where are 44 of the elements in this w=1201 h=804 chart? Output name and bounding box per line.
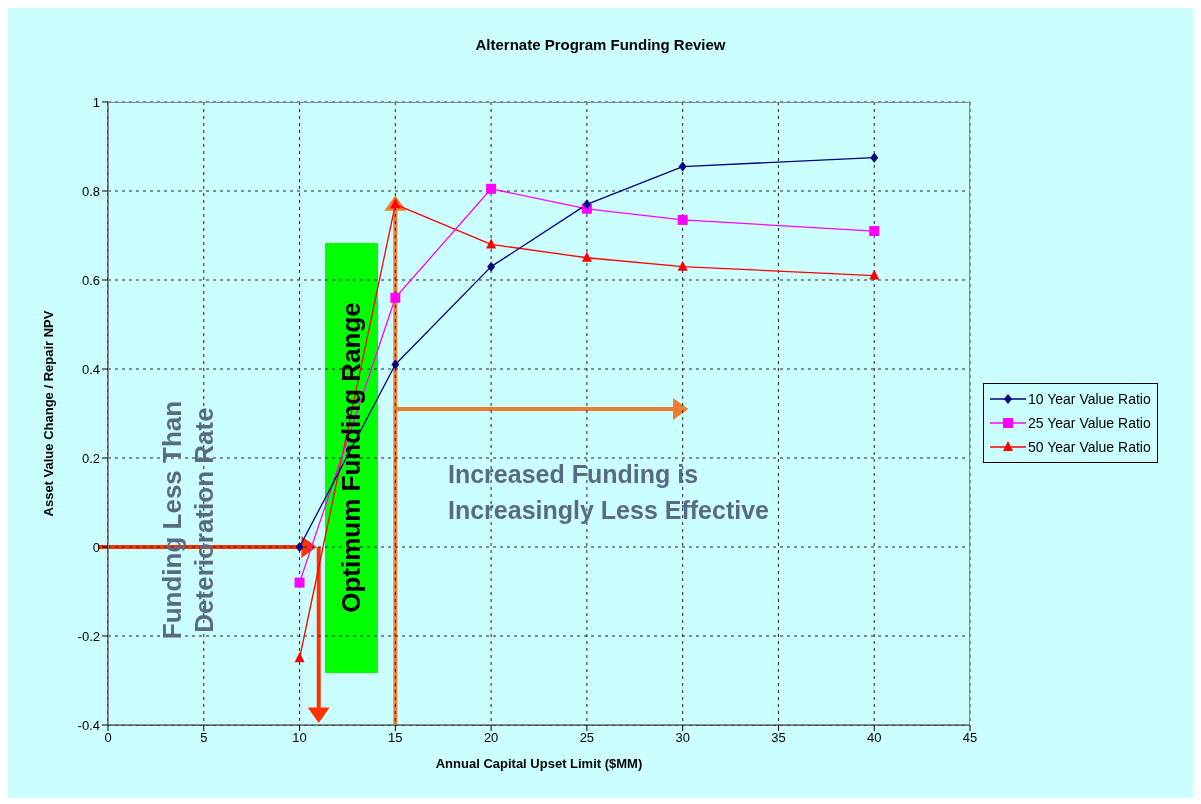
chart-title: Alternate Program Funding Review (474, 36, 727, 53)
point (391, 359, 400, 370)
y-tick-label: 0.4 (81, 361, 100, 377)
legend-label: 10 Year Value Ratio (1028, 391, 1151, 407)
y-tick-label: 0 (92, 539, 100, 555)
y-tick-label: 0.6 (81, 272, 100, 288)
x-tick-label: 25 (579, 730, 595, 746)
point (869, 226, 880, 237)
y-tick-label: 0.2 (81, 450, 100, 466)
point (487, 261, 496, 272)
y-axis-title: Asset Value Change / Repair NPV (40, 310, 56, 517)
point (581, 251, 592, 262)
annotation: Increased Funding is Increasingly Less Effective (448, 459, 770, 526)
y-tick-label: -0.2 (77, 628, 100, 644)
point (678, 161, 687, 172)
point (486, 238, 497, 249)
x-tick-label: 35 (771, 730, 786, 746)
point (294, 652, 305, 663)
y-tick-label: -0.4 (77, 717, 100, 733)
annotation: Optimum Funding Range (335, 301, 367, 615)
point (869, 269, 880, 280)
x-tick-label: 0 (104, 730, 112, 746)
annotation: Funding Less Than Deterioration Rate (156, 399, 220, 642)
point (390, 292, 401, 303)
point (294, 577, 305, 588)
point (486, 183, 497, 194)
x-tick-label: 30 (675, 730, 690, 746)
x-tick-label: 10 (292, 730, 307, 746)
point (390, 198, 401, 209)
x-tick-label: 40 (866, 730, 882, 746)
point (677, 214, 688, 225)
point (295, 542, 304, 552)
x-tick-label: 20 (483, 730, 499, 746)
point (870, 152, 879, 163)
y-tick-label: 1 (92, 94, 100, 110)
y-tick-label: 0.8 (81, 183, 100, 199)
legend-label: 25 Year Value Ratio (1028, 415, 1151, 431)
x-tick-label: 15 (388, 730, 403, 746)
point (677, 260, 688, 271)
legend-label: 50 Year Value Ratio (1028, 439, 1151, 455)
x-tick-label: 45 (962, 730, 978, 746)
point (582, 199, 591, 210)
x-tick-label: 5 (200, 730, 208, 746)
x-axis-title: Annual Capital Upset Limit ($MM) (435, 756, 643, 771)
